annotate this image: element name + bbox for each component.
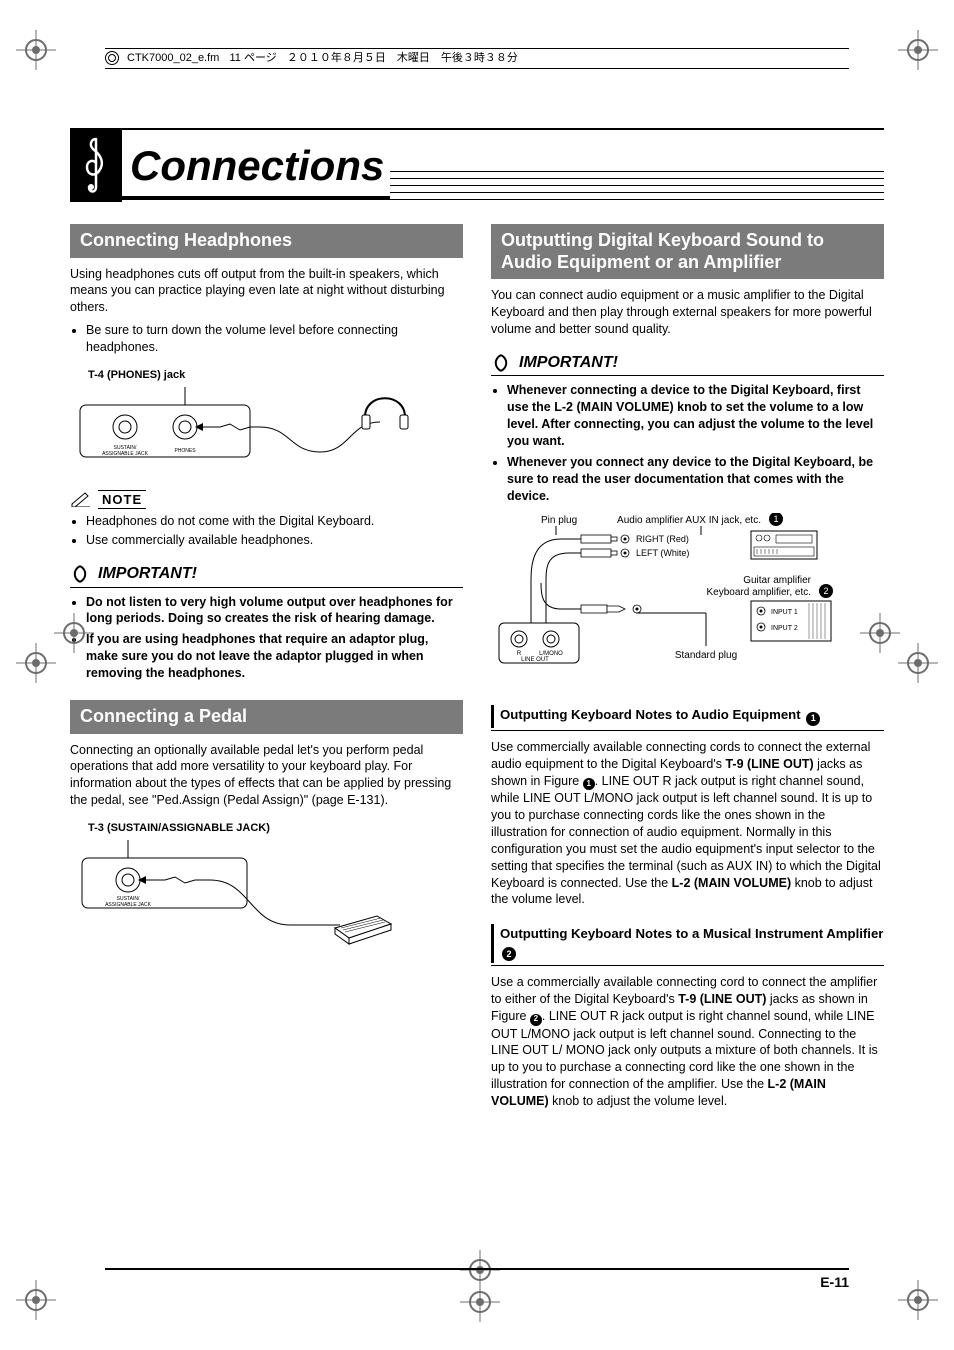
section-heading-output: Outputting Digital Keyboard Sound to Aud… <box>491 224 884 279</box>
svg-text:RIGHT (Red): RIGHT (Red) <box>636 534 689 544</box>
circled-one-icon: 1 <box>806 712 820 726</box>
footer-divider <box>105 1268 849 1270</box>
important-label: IMPORTANT! <box>519 352 618 374</box>
page-number: E-11 <box>820 1273 849 1292</box>
important-icon <box>70 564 90 584</box>
page-title: Connections <box>122 138 390 200</box>
note-item: Use commercially available headphones. <box>86 532 463 549</box>
output-intro: You can connect audio equipment or a mus… <box>491 287 884 338</box>
svg-text:INPUT 1: INPUT 1 <box>771 609 798 616</box>
important-item: Whenever connecting a device to the Digi… <box>507 382 884 450</box>
pedal-figure: SUSTAIN/ ASSIGNABLE JACK <box>70 840 463 955</box>
crop-mark-icon <box>16 30 56 70</box>
header-meta: CTK7000_02_e.fm 11 ページ ２０１０年８月５日 木曜日 午後３… <box>105 48 849 69</box>
important-label: IMPORTANT! <box>98 563 197 585</box>
pedal-jack-label: T-3 (SUSTAIN/ASSIGNABLE JACK) <box>88 821 463 836</box>
svg-text:ASSIGNABLE JACK: ASSIGNABLE JACK <box>105 902 152 908</box>
phones-figure: SUSTAIN/ ASSIGNABLE JACK PHONES <box>70 387 463 472</box>
meta-page: 11 ページ <box>229 51 276 66</box>
subheading-audio: Outputting Keyboard Notes to Audio Equip… <box>491 705 884 728</box>
phones-jack-label: T-4 (PHONES) jack <box>88 368 463 383</box>
section-heading-headphones: Connecting Headphones <box>70 224 463 258</box>
headphones-bullet: Be sure to turn down the volume level be… <box>86 322 463 356</box>
meta-date: ２０１０年８月５日 木曜日 午後３時３８分 <box>287 51 518 66</box>
svg-text:PHONES: PHONES <box>174 448 196 454</box>
title-block: Connections <box>70 128 884 202</box>
pin-plug-label: Pin plug <box>541 515 577 526</box>
svg-text:2: 2 <box>823 586 828 596</box>
wheel-icon <box>105 51 119 65</box>
crop-mark-icon <box>16 1280 56 1320</box>
crop-mark-icon <box>16 643 56 683</box>
important-item: Do not listen to very high volume output… <box>86 594 463 628</box>
important-header: IMPORTANT! <box>70 563 463 588</box>
pedal-intro: Connecting an optionally available pedal… <box>70 742 463 810</box>
important-header: IMPORTANT! <box>491 352 884 377</box>
section-heading-pedal: Connecting a Pedal <box>70 700 463 734</box>
pencil-icon <box>70 491 92 507</box>
svg-text:1: 1 <box>773 514 778 524</box>
important-icon <box>491 353 511 373</box>
circled-two-icon: 2 <box>502 947 516 961</box>
page: CTK7000_02_e.fm 11 ページ ２０１０年８月５日 木曜日 午後３… <box>0 0 954 1350</box>
important-item: Whenever you connect any device to the D… <box>507 454 884 505</box>
crop-mark-icon <box>898 30 938 70</box>
crop-mark-icon <box>898 1280 938 1320</box>
svg-text:ASSIGNABLE JACK: ASSIGNABLE JACK <box>102 451 149 457</box>
svg-text:LINE OUT: LINE OUT <box>521 657 549 663</box>
audio-figure: Pin plug Audio amplifier AUX IN jack, et… <box>491 513 884 688</box>
svg-text:Keyboard amplifier, etc.: Keyboard amplifier, etc. <box>707 587 812 598</box>
svg-text:INPUT 2: INPUT 2 <box>771 625 798 632</box>
circled-two-icon: 2 <box>530 1014 542 1026</box>
crop-mark-icon <box>898 643 938 683</box>
title-rules <box>390 165 884 200</box>
crop-mark-icon <box>860 613 900 653</box>
content-columns: Connecting Headphones Using headphones c… <box>70 224 884 1116</box>
subheading-amplifier: Outputting Keyboard Notes to a Musical I… <box>491 924 884 963</box>
right-column: Outputting Digital Keyboard Sound to Aud… <box>491 224 884 1116</box>
treble-clef-icon <box>70 128 122 202</box>
headphones-intro: Using headphones cuts off output from th… <box>70 266 463 317</box>
sub2-body: Use a commercially available connecting … <box>491 974 884 1110</box>
crop-mark-icon <box>460 1282 500 1322</box>
note-item: Headphones do not come with the Digital … <box>86 513 463 530</box>
svg-text:Guitar amplifier: Guitar amplifier <box>743 575 811 586</box>
crop-mark-icon <box>54 613 94 653</box>
svg-text:LEFT (White): LEFT (White) <box>636 548 689 558</box>
meta-file: CTK7000_02_e.fm <box>127 51 219 66</box>
svg-text:Standard plug: Standard plug <box>675 650 737 661</box>
svg-text:Audio amplifier AUX IN jack, e: Audio amplifier AUX IN jack, etc. <box>617 515 761 526</box>
sub1-body: Use commercially available connecting co… <box>491 739 884 908</box>
note-label: NOTE <box>98 490 146 510</box>
note-header: NOTE <box>70 490 463 510</box>
circled-one-icon: 1 <box>583 778 595 790</box>
left-column: Connecting Headphones Using headphones c… <box>70 224 463 1116</box>
important-item: If you are using headphones that require… <box>86 631 463 682</box>
